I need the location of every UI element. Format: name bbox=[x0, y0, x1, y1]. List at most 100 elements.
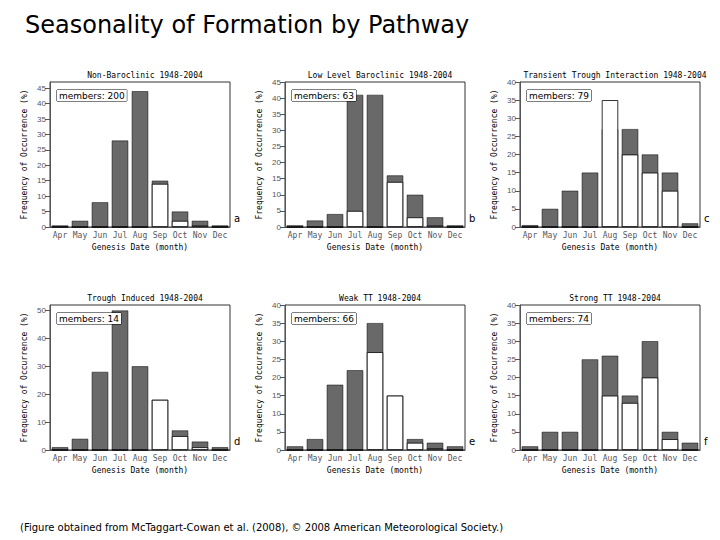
svg-text:Seasonality of Formation by Pa: Seasonality of Formation by Pathway bbox=[25, 11, 469, 39]
svg-text:5: 5 bbox=[512, 204, 517, 213]
svg-text:Apr: Apr bbox=[53, 454, 68, 463]
svg-text:members: 14: members: 14 bbox=[59, 314, 119, 324]
svg-text:35: 35 bbox=[272, 319, 281, 328]
svg-text:Oct: Oct bbox=[173, 231, 188, 240]
svg-text:Aug: Aug bbox=[133, 231, 148, 240]
svg-text:Aug: Aug bbox=[368, 231, 383, 240]
svg-text:Apr: Apr bbox=[523, 454, 538, 463]
svg-text:members: 74: members: 74 bbox=[529, 314, 589, 324]
svg-text:May: May bbox=[308, 454, 323, 463]
svg-text:Sep: Sep bbox=[623, 231, 638, 240]
svg-text:30: 30 bbox=[272, 337, 281, 346]
svg-text:Oct: Oct bbox=[643, 231, 658, 240]
svg-text:Nov: Nov bbox=[428, 231, 443, 240]
svg-text:Jun: Jun bbox=[563, 454, 578, 463]
svg-text:members: 200: members: 200 bbox=[59, 91, 125, 101]
svg-text:45: 45 bbox=[272, 78, 281, 87]
svg-text:30: 30 bbox=[272, 126, 281, 135]
svg-text:d: d bbox=[234, 436, 240, 447]
svg-text:5: 5 bbox=[42, 207, 47, 216]
svg-text:15: 15 bbox=[37, 176, 46, 185]
svg-text:35: 35 bbox=[37, 115, 46, 124]
svg-text:20: 20 bbox=[37, 161, 46, 170]
svg-text:Apr: Apr bbox=[288, 454, 303, 463]
svg-text:30: 30 bbox=[37, 130, 46, 139]
svg-text:25: 25 bbox=[272, 142, 281, 151]
svg-text:Trough Induced 1948-2004: Trough Induced 1948-2004 bbox=[87, 294, 203, 303]
svg-text:35: 35 bbox=[507, 319, 516, 328]
svg-text:Oct: Oct bbox=[408, 231, 423, 240]
svg-text:b: b bbox=[469, 213, 475, 224]
svg-text:Nov: Nov bbox=[193, 454, 208, 463]
svg-text:Jun: Jun bbox=[93, 231, 108, 240]
svg-text:Nov: Nov bbox=[193, 231, 208, 240]
svg-text:Jul: Jul bbox=[348, 454, 363, 463]
svg-text:Sep: Sep bbox=[623, 454, 638, 463]
svg-text:Frequency of Occurrence (%): Frequency of Occurrence (%) bbox=[255, 89, 264, 219]
svg-text:May: May bbox=[543, 231, 558, 240]
svg-text:Jul: Jul bbox=[348, 231, 363, 240]
svg-text:Genesis Date (month): Genesis Date (month) bbox=[562, 243, 658, 252]
svg-text:Dec: Dec bbox=[683, 231, 698, 240]
svg-text:Dec: Dec bbox=[213, 454, 228, 463]
svg-text:5: 5 bbox=[512, 427, 517, 436]
svg-text:40: 40 bbox=[37, 99, 46, 108]
svg-text:10: 10 bbox=[272, 409, 281, 418]
svg-text:a: a bbox=[234, 213, 240, 224]
svg-text:Jul: Jul bbox=[583, 231, 598, 240]
svg-text:Dec: Dec bbox=[213, 231, 228, 240]
svg-text:Jul: Jul bbox=[113, 454, 128, 463]
svg-text:5: 5 bbox=[277, 427, 282, 436]
svg-text:members: 79: members: 79 bbox=[529, 91, 589, 101]
svg-text:Strong TT 1948-2004: Strong TT 1948-2004 bbox=[569, 294, 661, 303]
svg-text:May: May bbox=[543, 454, 558, 463]
svg-text:Dec: Dec bbox=[448, 231, 463, 240]
svg-text:20: 20 bbox=[272, 373, 281, 382]
svg-text:Aug: Aug bbox=[603, 231, 618, 240]
svg-text:40: 40 bbox=[37, 334, 46, 343]
svg-text:5: 5 bbox=[277, 206, 282, 215]
svg-text:20: 20 bbox=[37, 390, 46, 399]
svg-text:Jul: Jul bbox=[583, 454, 598, 463]
svg-text:15: 15 bbox=[272, 174, 281, 183]
svg-text:30: 30 bbox=[37, 362, 46, 371]
svg-text:40: 40 bbox=[272, 301, 281, 310]
svg-text:45: 45 bbox=[37, 84, 46, 93]
svg-text:Aug: Aug bbox=[368, 454, 383, 463]
svg-text:Aug: Aug bbox=[133, 454, 148, 463]
svg-text:30: 30 bbox=[507, 114, 516, 123]
svg-text:0: 0 bbox=[42, 223, 47, 232]
svg-text:Dec: Dec bbox=[448, 454, 463, 463]
svg-text:0: 0 bbox=[512, 446, 517, 455]
svg-text:10: 10 bbox=[37, 418, 46, 427]
svg-text:Sep: Sep bbox=[388, 231, 403, 240]
svg-text:Jun: Jun bbox=[93, 454, 108, 463]
svg-text:members: 63: members: 63 bbox=[294, 91, 354, 101]
svg-text:Jun: Jun bbox=[328, 454, 343, 463]
svg-text:0: 0 bbox=[512, 223, 517, 232]
svg-text:May: May bbox=[73, 231, 88, 240]
svg-text:Weak TT 1948-2004: Weak TT 1948-2004 bbox=[339, 294, 421, 303]
svg-text:35: 35 bbox=[272, 110, 281, 119]
svg-text:May: May bbox=[308, 231, 323, 240]
svg-text:20: 20 bbox=[507, 373, 516, 382]
svg-text:15: 15 bbox=[272, 391, 281, 400]
svg-text:Frequency of Occurrence (%): Frequency of Occurrence (%) bbox=[490, 89, 499, 219]
svg-text:e: e bbox=[469, 436, 475, 447]
svg-text:25: 25 bbox=[272, 355, 281, 364]
svg-text:Genesis Date (month): Genesis Date (month) bbox=[327, 243, 423, 252]
svg-text:40: 40 bbox=[272, 94, 281, 103]
svg-text:Nov: Nov bbox=[663, 231, 678, 240]
svg-text:Aug: Aug bbox=[603, 454, 618, 463]
svg-text:f: f bbox=[704, 436, 708, 447]
svg-text:Oct: Oct bbox=[408, 454, 423, 463]
svg-text:Jun: Jun bbox=[563, 231, 578, 240]
svg-text:35: 35 bbox=[507, 96, 516, 105]
svg-text:Transient Trough Interaction 1: Transient Trough Interaction 1948-2004 bbox=[523, 71, 706, 80]
svg-text:Genesis Date (month): Genesis Date (month) bbox=[562, 466, 658, 475]
svg-text:Dec: Dec bbox=[683, 454, 698, 463]
svg-text:Genesis Date (month): Genesis Date (month) bbox=[327, 466, 423, 475]
svg-text:25: 25 bbox=[507, 132, 516, 141]
svg-text:25: 25 bbox=[507, 355, 516, 364]
svg-text:40: 40 bbox=[507, 78, 516, 87]
